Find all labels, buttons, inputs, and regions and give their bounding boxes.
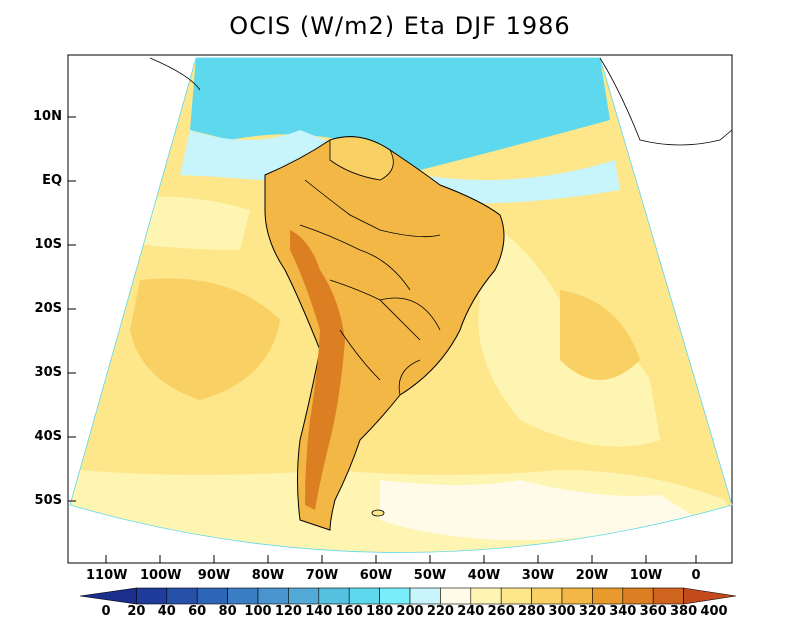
lon-label-0: 0	[691, 568, 701, 583]
outside-coastlines	[149, 57, 733, 146]
colorbar-label: 200	[396, 604, 424, 619]
lon-label-30w: 30W	[521, 568, 555, 583]
lon-label-70w: 70W	[305, 568, 339, 583]
lon-label-40w: 40W	[467, 568, 501, 583]
colorbar-label: 180	[366, 604, 394, 619]
lat-label-40s: 40S	[34, 429, 62, 444]
map-title: OCIS (W/m2) Eta DJF 1986	[229, 12, 571, 40]
colorbar-label: 40	[157, 604, 176, 619]
lon-label-50w: 50W	[413, 568, 447, 583]
country-borders	[299, 179, 441, 396]
colorbar-cell	[592, 587, 624, 605]
colorbar-cell	[136, 587, 168, 605]
colorbar-label: 340	[609, 604, 637, 619]
lon-label-80w: 80W	[251, 568, 285, 583]
colorbar-cell	[440, 587, 472, 605]
colorbar-cell	[166, 587, 198, 605]
lat-label-eq: EQ	[42, 173, 62, 188]
colorbar-label: 0	[101, 604, 111, 619]
lat-label-10n: 10N	[33, 109, 62, 124]
colorbar-cell	[622, 587, 654, 605]
colorbar-label: 400	[700, 604, 728, 619]
colorbar-label: 300	[548, 604, 576, 619]
colorbar-cell	[500, 587, 532, 605]
colorbar-label: 80	[218, 604, 237, 619]
lat-label-50s: 50S	[34, 493, 62, 508]
colorbar-label: 360	[639, 604, 667, 619]
lon-label-60w: 60W	[359, 568, 393, 583]
colorbar-label: 240	[457, 604, 485, 619]
colorbar-cell	[409, 587, 441, 605]
lon-label-110w: 110W	[86, 568, 128, 583]
colorbar-cell	[227, 587, 259, 605]
lat-label-20s: 20S	[34, 301, 62, 316]
lat-label-10s: 10S	[34, 237, 62, 252]
colorbar-cell	[348, 587, 380, 605]
colorbar-cell	[531, 587, 563, 605]
colorbar-label: 220	[426, 604, 454, 619]
colorbar-cell	[257, 587, 289, 605]
colorbar-cell	[683, 587, 737, 605]
lon-label-90w: 90W	[197, 568, 231, 583]
colorbar-label: 60	[188, 604, 207, 619]
colorbar-label: 140	[305, 604, 333, 619]
lon-label-100w: 100W	[140, 568, 182, 583]
colorbar-label: 160	[335, 604, 363, 619]
colorbar-label: 120	[274, 604, 302, 619]
colorbar-label: 380	[670, 604, 698, 619]
colorbar-label: 280	[518, 604, 546, 619]
lat-label-30s: 30S	[34, 365, 62, 380]
colorbar-cell	[79, 587, 137, 605]
colorbar-label: 20	[127, 604, 146, 619]
colorbar-cell	[561, 587, 593, 605]
lon-label-10w: 10W	[629, 568, 663, 583]
colorbar-cell	[470, 587, 502, 605]
ocis-field	[70, 58, 732, 553]
colorbar-cell	[318, 587, 350, 605]
colorbar-cell	[379, 587, 411, 605]
colorbar-cell	[652, 587, 684, 605]
colorbar-cell	[196, 587, 228, 605]
colorbar-cell	[288, 587, 320, 605]
colorbar-label: 260	[487, 604, 515, 619]
colorbar-label: 100	[244, 604, 272, 619]
colorbar-label: 320	[578, 604, 606, 619]
lon-label-20w: 20W	[575, 568, 609, 583]
